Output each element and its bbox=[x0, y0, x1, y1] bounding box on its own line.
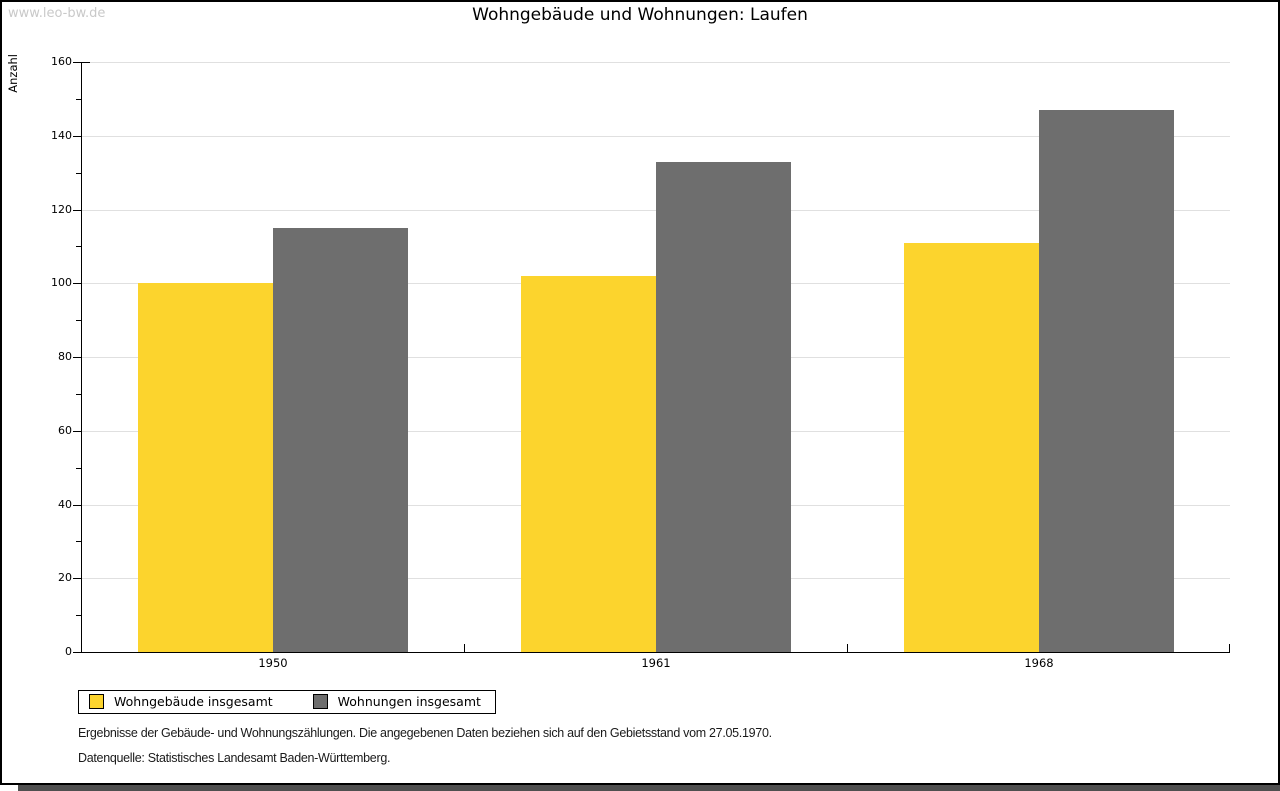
y-minor-tick bbox=[76, 541, 81, 542]
y-major-tick bbox=[73, 210, 81, 211]
axis-cap-right bbox=[1229, 644, 1230, 653]
legend-swatch bbox=[312, 694, 328, 709]
x-separator-tick bbox=[464, 644, 465, 653]
x-separator-tick bbox=[847, 644, 848, 653]
bar-wohnungen-1961 bbox=[656, 162, 791, 652]
y-minor-tick bbox=[76, 615, 81, 616]
y-major-tick bbox=[73, 283, 81, 284]
legend-label-wohnungen: Wohnungen insgesamt bbox=[337, 694, 481, 709]
bar-wohngebaeude-1968 bbox=[904, 243, 1039, 652]
y-tick-label: 80 bbox=[58, 350, 72, 363]
axis-cap-top bbox=[81, 62, 90, 63]
chart-title: Wohngebäude und Wohnungen: Laufen bbox=[472, 5, 808, 25]
x-axis bbox=[81, 652, 1230, 653]
y-minor-tick bbox=[76, 394, 81, 395]
y-tick-label: 60 bbox=[58, 424, 72, 437]
legend-item-wohnungen: Wohnungen insgesamt bbox=[312, 694, 481, 709]
y-major-tick bbox=[73, 357, 81, 358]
y-tick-label: 20 bbox=[58, 571, 72, 584]
y-tick-label: 0 bbox=[65, 645, 72, 658]
y-axis bbox=[81, 62, 82, 653]
x-tick-label: 1950 bbox=[258, 656, 288, 670]
y-major-tick bbox=[73, 578, 81, 579]
y-major-tick bbox=[73, 505, 81, 506]
y-minor-tick bbox=[76, 320, 81, 321]
y-minor-tick bbox=[76, 173, 81, 174]
bar-wohngebaeude-1961 bbox=[521, 276, 656, 652]
y-major-tick bbox=[73, 431, 81, 432]
footnote-line2: Datenquelle: Statistisches Landesamt Bad… bbox=[78, 751, 391, 765]
bar-wohngebaeude-1950 bbox=[138, 283, 273, 652]
gridline bbox=[81, 210, 1230, 211]
y-minor-tick bbox=[76, 99, 81, 100]
y-axis-label: Anzahl bbox=[6, 54, 20, 93]
y-tick-label: 140 bbox=[51, 129, 72, 142]
y-tick-label: 160 bbox=[51, 55, 72, 68]
y-major-tick bbox=[73, 652, 81, 653]
y-minor-tick bbox=[76, 246, 81, 247]
y-tick-label: 40 bbox=[58, 498, 72, 511]
plot-area: 0 20 40 60 80 100 120 140 160 1950 1961 1968 bbox=[51, 55, 1230, 670]
footnote-line1: Ergebnisse der Gebäude- und Wohnungszähl… bbox=[78, 726, 772, 740]
y-major-tick bbox=[73, 62, 81, 63]
legend-item-wohngebaeude: Wohngebäude insgesamt bbox=[89, 694, 273, 709]
gridline bbox=[81, 62, 1230, 63]
gridline bbox=[81, 136, 1230, 137]
bottom-shadow bbox=[18, 785, 1280, 791]
y-tick-label: 100 bbox=[51, 276, 72, 289]
legend-swatch bbox=[89, 694, 104, 709]
y-minor-tick bbox=[76, 468, 81, 469]
bar-wohnungen-1950 bbox=[273, 228, 408, 652]
y-tick-label: 120 bbox=[51, 203, 72, 216]
watermark: www.leo-bw.de bbox=[8, 6, 106, 21]
bar-wohnungen-1968 bbox=[1039, 110, 1174, 652]
y-major-tick bbox=[73, 136, 81, 137]
legend: Wohngebäude insgesamt Wohnungen insgesam… bbox=[78, 690, 496, 714]
legend-label-wohngebaeude: Wohngebäude insgesamt bbox=[114, 694, 273, 709]
x-tick-label: 1961 bbox=[641, 656, 671, 670]
x-tick-label: 1968 bbox=[1024, 656, 1054, 670]
